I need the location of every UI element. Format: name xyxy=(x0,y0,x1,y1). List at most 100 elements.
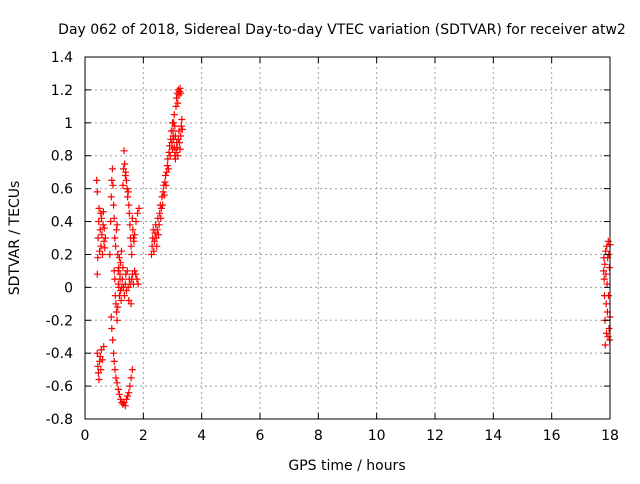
data-point xyxy=(132,218,140,225)
data-point xyxy=(159,201,167,209)
data-point xyxy=(115,390,123,398)
data-point xyxy=(176,145,184,153)
data-point xyxy=(134,209,141,217)
data-point xyxy=(109,181,117,189)
x-tick-label: 2 xyxy=(139,428,148,444)
data-point xyxy=(122,168,130,176)
data-point xyxy=(94,254,102,262)
data-point xyxy=(122,176,130,184)
data-point xyxy=(114,280,122,288)
y-tick-label: 0 xyxy=(64,280,73,296)
data-point xyxy=(123,185,131,193)
data-point xyxy=(107,313,115,321)
data-point xyxy=(164,165,172,173)
data-point xyxy=(602,247,610,255)
data-point xyxy=(165,148,173,156)
data-point xyxy=(98,214,106,222)
data-point xyxy=(111,234,119,242)
data-point xyxy=(601,341,609,349)
data-point xyxy=(127,242,135,250)
data-point xyxy=(95,376,103,383)
data-point xyxy=(95,204,103,212)
data-point xyxy=(169,119,176,127)
x-tick-label: 6 xyxy=(256,428,265,444)
data-point xyxy=(602,300,610,308)
y-tick-label: -0.4 xyxy=(46,346,73,362)
data-point xyxy=(123,267,131,275)
data-point xyxy=(99,251,106,258)
data-point xyxy=(125,209,133,217)
x-axis-label: GPS time / hours xyxy=(288,458,405,474)
data-point xyxy=(110,201,118,209)
data-point xyxy=(605,325,613,332)
data-point xyxy=(125,201,133,209)
data-point xyxy=(112,374,120,382)
data-points xyxy=(93,84,614,410)
data-point xyxy=(153,242,161,250)
data-point xyxy=(153,226,161,234)
data-point xyxy=(177,132,185,140)
data-point xyxy=(600,275,608,283)
data-point xyxy=(150,247,158,255)
data-point xyxy=(96,226,104,234)
data-point xyxy=(111,275,119,283)
data-point xyxy=(127,300,135,308)
data-point xyxy=(172,148,180,156)
data-point xyxy=(133,275,141,283)
data-point xyxy=(110,267,118,275)
data-point xyxy=(93,176,101,184)
data-point xyxy=(132,270,140,278)
data-point xyxy=(99,208,107,216)
data-point xyxy=(178,116,186,123)
data-point xyxy=(131,231,139,239)
data-point xyxy=(604,237,612,245)
data-point xyxy=(108,176,116,184)
data-point xyxy=(100,343,108,351)
data-point xyxy=(603,329,610,337)
chart-title: Day 062 of 2018, Sidereal Day-to-day VTE… xyxy=(58,22,626,38)
data-point xyxy=(116,270,124,278)
x-tick-label: 8 xyxy=(314,428,323,444)
x-tick-labels: 0 2 4 6 8 10 12 14 16 18 xyxy=(81,428,619,444)
data-point xyxy=(163,162,171,170)
data-point xyxy=(177,89,185,97)
x-tick-label: 16 xyxy=(543,428,561,444)
data-point xyxy=(122,395,130,403)
data-point xyxy=(155,231,162,239)
data-point xyxy=(108,165,116,173)
data-point xyxy=(99,221,107,229)
data-point xyxy=(97,242,105,250)
data-point xyxy=(131,267,139,275)
data-point xyxy=(177,122,185,130)
data-point xyxy=(127,374,135,382)
data-point xyxy=(126,382,134,390)
y-tick-label: -0.8 xyxy=(46,412,73,428)
data-point xyxy=(100,224,108,232)
data-point xyxy=(119,181,127,189)
x-tick-label: 14 xyxy=(484,428,502,444)
data-point xyxy=(108,325,116,332)
y-axis-label: SDTVAR / TECUs xyxy=(7,181,23,296)
data-point xyxy=(110,349,118,357)
data-point xyxy=(94,234,102,242)
plot-frame xyxy=(84,56,611,420)
y-tick-label: 1 xyxy=(64,116,73,132)
data-point xyxy=(174,99,182,107)
x-tick-label: 18 xyxy=(601,428,619,444)
data-point xyxy=(110,214,118,222)
y-tick-label: -0.6 xyxy=(46,379,73,395)
data-point xyxy=(110,357,118,365)
data-point xyxy=(175,127,183,135)
data-point xyxy=(124,392,132,400)
data-point xyxy=(120,292,128,300)
x-tick-label: 12 xyxy=(426,428,444,444)
data-point xyxy=(100,237,108,245)
data-point xyxy=(97,366,105,374)
data-point xyxy=(134,280,142,288)
data-point xyxy=(107,193,115,201)
data-point xyxy=(124,188,132,196)
data-point xyxy=(120,147,128,155)
data-point xyxy=(112,242,120,250)
data-point xyxy=(161,178,169,186)
